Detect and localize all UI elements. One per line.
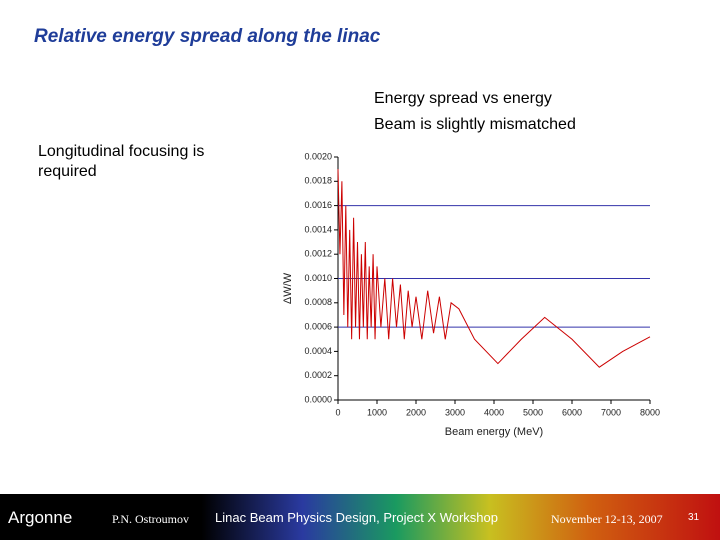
y-tick-label: 0.0006 [304, 321, 332, 331]
y-tick-label: 0.0002 [304, 370, 332, 380]
note: Beam is slightly mismatched [374, 116, 576, 133]
note: Energy spread vs energy [374, 90, 552, 107]
y-tick-label: 0.0018 [304, 176, 332, 186]
chart: 0.0000 0.0002 0.0004 0.0006 0.0008 0.0010 0.00… [282, 151, 660, 438]
x-tick-label: 7000 [601, 407, 621, 417]
event: Linac Beam Physics Design, Project X Wor… [215, 510, 498, 525]
note: Longitudinal focusing is required [38, 143, 205, 180]
slide-title: Relative energy spread along the linac [34, 26, 381, 47]
author: P.N. Ostroumov [112, 512, 190, 526]
y-tick-label: 0.0016 [304, 200, 332, 210]
y-tick-label: 0.0000 [304, 394, 332, 404]
x-tick-label: 4000 [484, 407, 504, 417]
y-tick-label: 0.0010 [304, 273, 332, 283]
y-tick-label: 0.0014 [304, 224, 332, 234]
y-tick-label: 0.0008 [304, 297, 332, 307]
footer: Argonne P.N. Ostroumov Linac Beam Physic… [0, 494, 720, 540]
date: November 12-13, 2007 [551, 512, 663, 526]
y-tick-label: 0.0004 [304, 346, 332, 356]
y-tick-label: 0.0012 [304, 249, 332, 259]
x-axis-label: Beam energy (MeV) [445, 426, 543, 438]
x-tick-label: 3000 [445, 407, 465, 417]
x-tick-label: 8000 [640, 407, 660, 417]
y-axis-label: ΔW/W [282, 272, 294, 304]
page-number: 31 [688, 512, 700, 523]
x-tick-label: 2000 [406, 407, 426, 417]
logo: Argonne [8, 508, 73, 527]
data-line [337, 169, 651, 368]
x-tick-label: 0 [335, 407, 340, 417]
y-tick-label: 0.0020 [304, 151, 332, 161]
x-tick-label: 6000 [562, 407, 582, 417]
x-tick-label: 5000 [523, 407, 543, 417]
x-tick-label: 1000 [367, 407, 387, 417]
